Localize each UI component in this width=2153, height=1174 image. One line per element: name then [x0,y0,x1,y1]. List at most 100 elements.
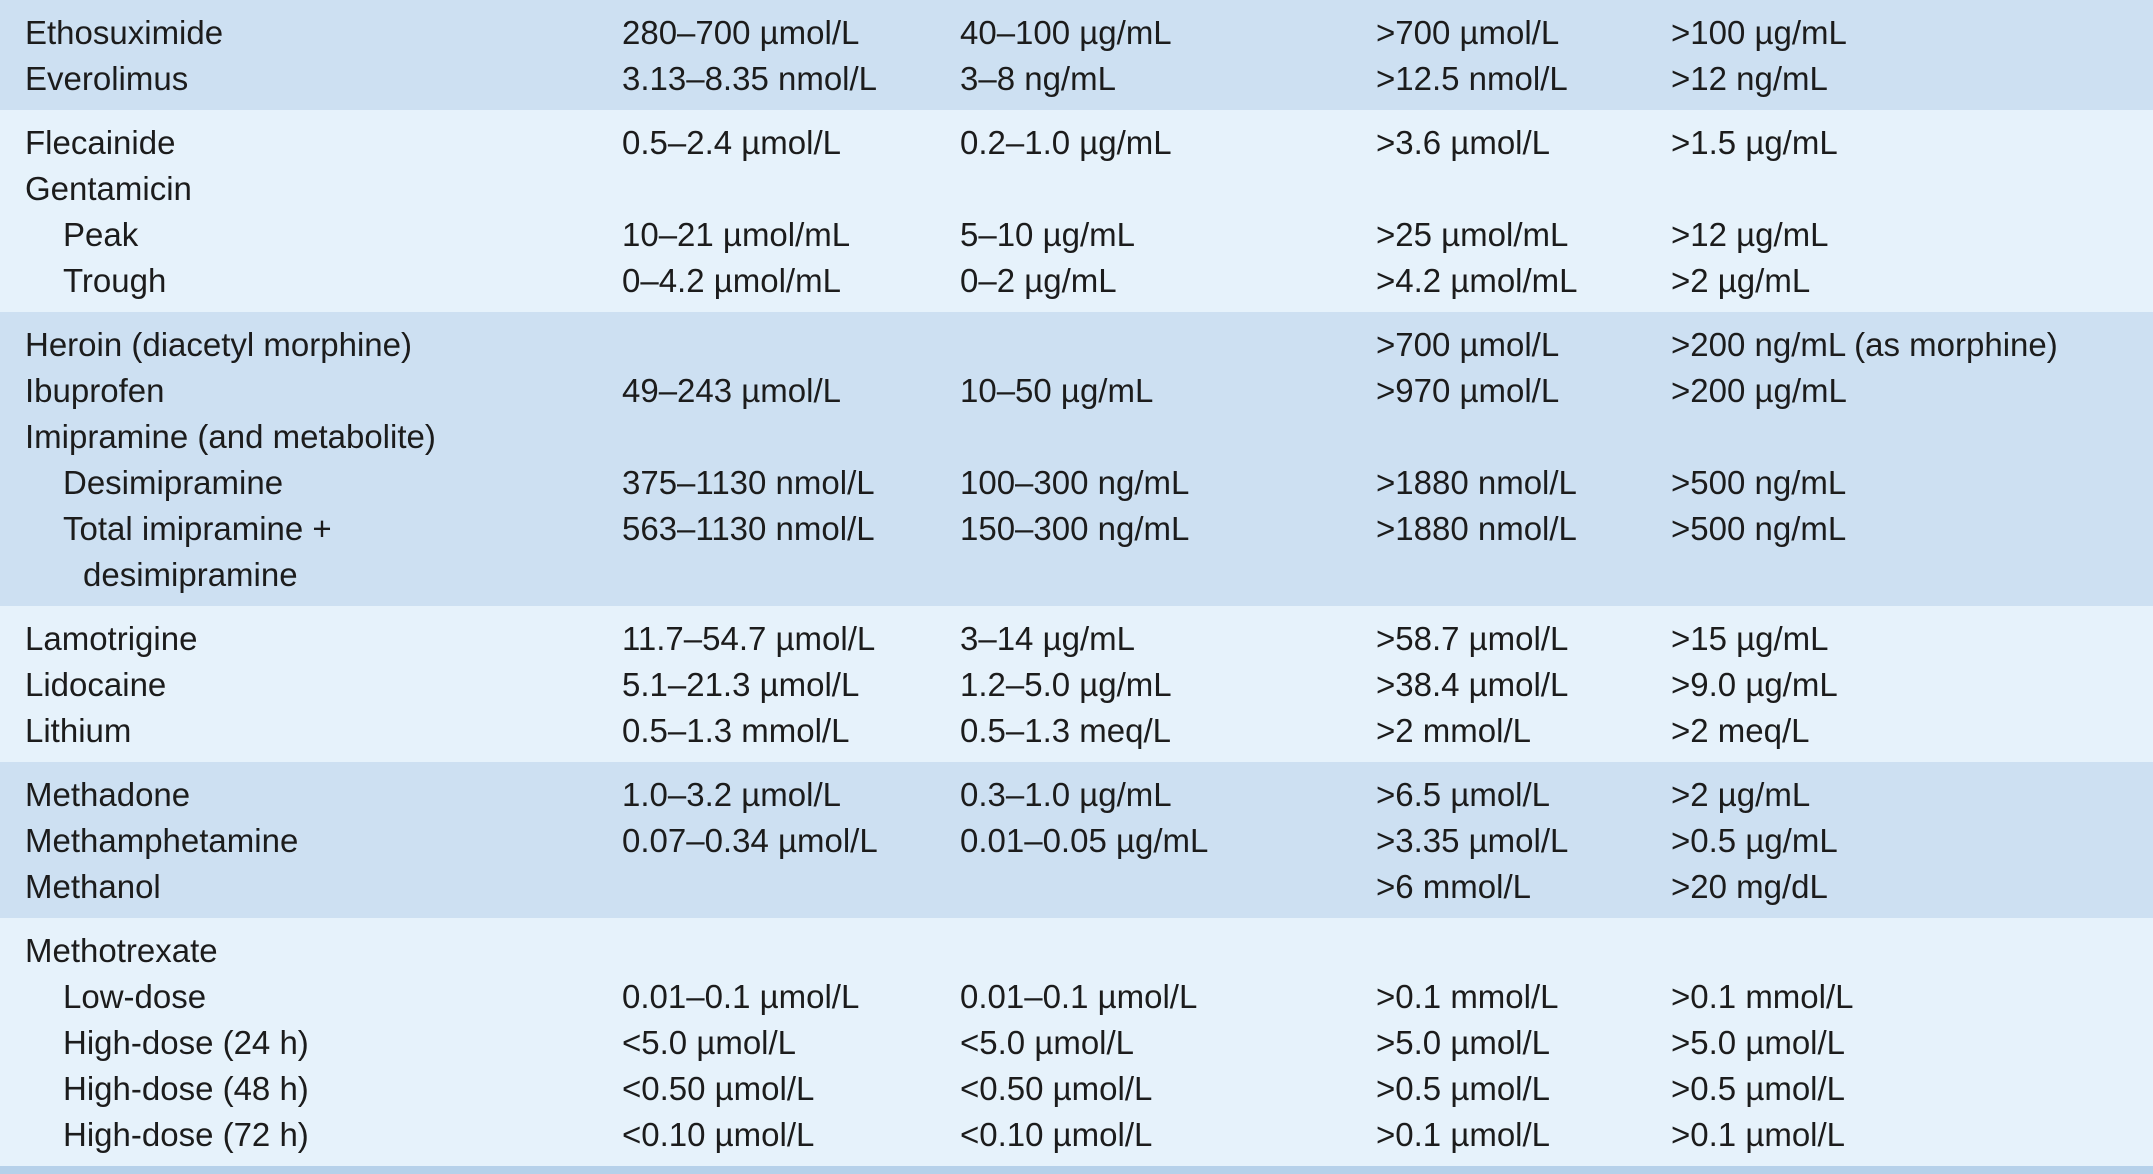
cell-value: >2 µg/mL [1671,776,1811,813]
cell-value: 3–14 µg/mL [960,620,1135,657]
cell-value: >970 µmol/L [1376,372,1560,409]
cell-value: >38.4 µmol/L [1376,666,1569,703]
row-group: Lamotrigine 11.7–54.7 µmol/L 3–14 µg/mL >58… [0,606,2153,762]
cell-value: 0.07–0.34 µmol/L [622,822,878,859]
cell-value: >3.6 µmol/L [1376,124,1551,161]
drug-name: High-dose (48 h) [63,1070,309,1107]
table-row: Heroin (diacetyl morphine) >700 µmol/L >20… [0,322,2153,368]
table-row: High-dose (24 h) <5.0 µmol/L <5.0 µmol/L >5… [0,1020,2153,1066]
cell-value: 10–21 µmol/mL [622,216,851,253]
cell-value: >12 ng/mL [1671,60,1828,97]
table-row: High-dose (72 h) <0.10 µmol/L <0.10 µmol/L… [0,1112,2153,1158]
cell-value: 0.5–1.3 meq/L [960,712,1171,749]
cell-value: <0.10 µmol/L [622,1116,815,1153]
drug-name: High-dose (24 h) [63,1024,309,1061]
cell-value: >4.2 µmol/mL [1376,262,1578,299]
cell-value: 100–300 ng/mL [960,464,1190,501]
table-row: Lidocaine 5.1–21.3 µmol/L 1.2–5.0 µg/mL >38… [0,662,2153,708]
cell-value: >25 µmol/mL [1376,216,1569,253]
cell-value: 375–1130 nmol/L [622,464,875,501]
row-group: Ethosuximide 280–700 µmol/L 40–100 µg/mL >7… [0,0,2153,110]
table-row: Everolimus 3.13–8.35 nmol/L 3–8 ng/mL >12.5… [0,56,2153,102]
cell-value: 5.1–21.3 µmol/L [622,666,860,703]
drug-name: Lamotrigine [25,620,198,657]
table-row: High-dose (48 h) <0.50 µmol/L <0.50 µmol/L… [0,1066,2153,1112]
table-row: Lithium 0.5–1.3 mmol/L 0.5–1.3 meq/L >2 mmo… [0,708,2153,754]
drug-name: High-dose (72 h) [63,1116,309,1153]
drug-name: Gentamicin [25,170,192,207]
table-row: Lamotrigine 11.7–54.7 µmol/L 3–14 µg/mL >58… [0,616,2153,662]
cell-value: 0.01–0.1 µmol/L [960,978,1198,1015]
row-group: Flecainide 0.5–2.4 µmol/L 0.2–1.0 µg/mL >3.… [0,110,2153,312]
cell-value: 0.01–0.1 µmol/L [622,978,860,1015]
row-group: Methotrexate Low-dose 0.01–0.1 µmol/L 0.01–… [0,918,2153,1166]
table-row: Trough 0–4.2 µmol/mL 0–2 µg/mL >4.2 µmol/mL… [0,258,2153,304]
cell-value: 49–243 µmol/L [622,372,841,409]
cell-value: >1880 nmol/L [1376,510,1577,547]
cell-value: >2 meq/L [1671,712,1810,749]
drug-name: Ethosuximide [25,14,224,51]
cell-value: 280–700 µmol/L [622,14,860,51]
cell-value: 40–100 µg/mL [960,14,1172,51]
cell-value: 0.2–1.0 µg/mL [960,124,1172,161]
cell-value: 0–2 µg/mL [960,262,1117,299]
cell-value: 563–1130 nmol/L [622,510,875,547]
cell-value: >100 µg/mL [1671,14,1847,51]
cell-value: >0.1 mmol/L [1671,978,1854,1015]
name-line: Total imipramine + [63,510,332,547]
cell-value: >0.1 µmol/L [1376,1116,1551,1153]
cell-value: >6 mmol/L [1376,868,1531,905]
drug-name: Imipramine (and metabolite) [25,418,436,455]
cell-value: 3.13–8.35 nmol/L [622,60,878,97]
table-row: Ibuprofen 49–243 µmol/L 10–50 µg/mL >970 µm… [0,368,2153,414]
cell-value: >5.0 µmol/L [1376,1024,1551,1061]
table-row: Flecainide 0.5–2.4 µmol/L 0.2–1.0 µg/mL >3.… [0,120,2153,166]
cell-value: 1.0–3.2 µmol/L [622,776,841,813]
cell-value: 0–4.2 µmol/mL [622,262,841,299]
cell-value: 1.2–5.0 µg/mL [960,666,1172,703]
drug-name: Low-dose [63,978,207,1015]
drug-name: Methanol [25,868,161,905]
cell-value: >12 µg/mL [1671,216,1829,253]
cell-value: >500 ng/mL [1671,464,1847,501]
cell-value: >2 mmol/L [1376,712,1531,749]
cell-value: <0.50 µmol/L [960,1070,1153,1107]
cell-value: >1880 nmol/L [1376,464,1577,501]
cell-value: <5.0 µmol/L [960,1024,1135,1061]
bottom-rule [0,1166,2153,1174]
row-group: Methadone 1.0–3.2 µmol/L 0.3–1.0 µg/mL >6.5… [0,762,2153,918]
table-row: Gentamicin [0,166,2153,212]
table-row: Methadone 1.0–3.2 µmol/L 0.3–1.0 µg/mL >6.5… [0,772,2153,818]
cell-value: >200 ng/mL (as morphine) [1671,326,2058,363]
cell-value: >5.0 µmol/L [1671,1024,1846,1061]
cell-value: >500 ng/mL [1671,510,1847,547]
table-row: Peak 10–21 µmol/mL 5–10 µg/mL >25 µmol/mL >1… [0,212,2153,258]
cell-value: >3.35 µmol/L [1376,822,1569,859]
cell-value: >6.5 µmol/L [1376,776,1551,813]
cell-value: >700 µmol/L [1376,326,1560,363]
cell-value: 0.5–1.3 mmol/L [622,712,850,749]
table-row: Methotrexate [0,928,2153,974]
table-row: Methanol >6 mmol/L >20 mg/dL [0,864,2153,910]
table-row: Methamphetamine 0.07–0.34 µmol/L 0.01–0.05… [0,818,2153,864]
cell-value: 0.01–0.05 µg/mL [960,822,1209,859]
cell-value: >0.5 µmol/L [1376,1070,1551,1107]
table-row: Imipramine (and metabolite) [0,414,2153,460]
drug-name: Ibuprofen [25,372,165,409]
cell-value: >0.1 µmol/L [1671,1116,1846,1153]
table-row: Desimipramine 375–1130 nmol/L 100–300 ng/m… [0,460,2153,506]
cell-value: 11.7–54.7 µmol/L [622,620,876,657]
cell-value: >1.5 µg/mL [1671,124,1838,161]
drug-name: Peak [63,216,139,253]
cell-value: >2 µg/mL [1671,262,1811,299]
drug-name: Everolimus [25,60,189,97]
cell-value: >700 µmol/L [1376,14,1560,51]
cell-value: >200 µg/mL [1671,372,1847,409]
cell-value: 0.3–1.0 µg/mL [960,776,1172,813]
drug-name: Lidocaine [25,666,167,703]
cell-value: >0.1 mmol/L [1376,978,1559,1015]
drug-name: Methotrexate [25,932,218,969]
table-row: Total imipramine + desimipramine 563–1130 … [0,506,2153,598]
